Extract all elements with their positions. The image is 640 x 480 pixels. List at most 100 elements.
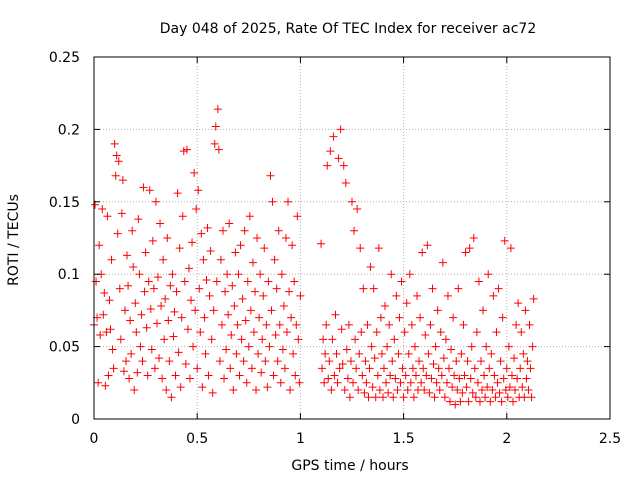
data-point (242, 378, 251, 387)
data-point (513, 374, 522, 383)
data-point (155, 354, 164, 363)
data-point (429, 359, 438, 368)
data-point (448, 383, 457, 392)
data-point (166, 281, 175, 290)
data-point (223, 270, 232, 279)
data-point (437, 371, 446, 380)
y-tick-label: 0.05 (49, 340, 80, 356)
data-point (121, 357, 130, 366)
data-point (181, 359, 190, 368)
data-point (502, 364, 511, 373)
data-point (94, 378, 103, 387)
data-point (494, 284, 503, 293)
y-tick-label: 0.2 (58, 122, 80, 138)
data-point (413, 291, 422, 300)
data-point (338, 359, 347, 368)
data-point (504, 342, 513, 351)
data-point (263, 383, 272, 392)
data-point (469, 234, 478, 242)
data-point (457, 349, 466, 358)
data-point (446, 397, 455, 406)
data-point (507, 371, 516, 380)
data-point (428, 284, 437, 293)
data-point (465, 244, 474, 253)
data-point (256, 270, 265, 279)
data-point (156, 219, 165, 228)
data-point (253, 234, 262, 242)
data-point (148, 236, 157, 245)
data-point (439, 354, 448, 363)
data-point (234, 270, 243, 279)
data-point (351, 335, 360, 344)
data-point (274, 226, 283, 235)
data-point (195, 284, 204, 293)
data-point (353, 205, 362, 214)
data-point (482, 342, 491, 351)
data-point (331, 310, 340, 319)
data-point (99, 310, 108, 319)
data-point (459, 320, 468, 329)
data-point (359, 284, 368, 293)
data-point (100, 289, 109, 298)
data-point (132, 328, 141, 337)
data-point (485, 364, 494, 373)
data-point (95, 241, 104, 250)
data-point (323, 161, 332, 170)
data-point (463, 357, 472, 366)
data-point (378, 393, 387, 402)
data-point (362, 378, 371, 387)
data-point (498, 313, 507, 322)
data-point (479, 306, 488, 315)
y-axis-label: ROTI / TECUs (6, 194, 22, 286)
data-point (98, 205, 107, 214)
data-point (238, 294, 247, 303)
data-point (197, 229, 206, 238)
x-tick-label: 2 (502, 431, 511, 447)
data-point (276, 378, 285, 387)
data-point (120, 306, 129, 315)
data-point (248, 258, 257, 267)
data-point (211, 122, 220, 131)
data-point (522, 374, 531, 383)
data-point (125, 374, 134, 383)
data-point (250, 287, 259, 296)
data-point (361, 357, 370, 366)
data-point (102, 328, 111, 337)
data-point (325, 357, 334, 366)
data-point (466, 374, 475, 383)
data-point (254, 349, 263, 358)
data-point (127, 349, 136, 358)
data-point (293, 212, 302, 221)
data-point (384, 388, 393, 397)
data-point (416, 313, 425, 322)
data-point (235, 371, 244, 380)
data-point (142, 323, 151, 332)
data-point (443, 291, 452, 300)
data-point (177, 313, 186, 322)
data-point (285, 287, 294, 296)
data-point (451, 400, 460, 409)
data-point (135, 270, 144, 279)
data-point (178, 212, 187, 221)
data-point (143, 371, 152, 380)
data-point (481, 393, 490, 402)
data-point (456, 397, 465, 406)
data-point (430, 393, 439, 402)
data-point (289, 349, 298, 358)
data-point (266, 171, 275, 180)
data-point (129, 262, 138, 271)
data-point (200, 313, 209, 322)
data-point (398, 364, 407, 373)
data-point (452, 357, 461, 366)
data-point (352, 364, 361, 373)
data-point (220, 374, 229, 383)
data-point (508, 397, 517, 406)
chart-title: Day 048 of 2025, Rate Of TEC Index for r… (160, 21, 536, 37)
data-point (233, 320, 242, 329)
data-point (291, 371, 300, 380)
data-point (262, 320, 271, 329)
data-point (492, 328, 501, 337)
data-point (183, 325, 192, 334)
data-point (225, 219, 234, 228)
